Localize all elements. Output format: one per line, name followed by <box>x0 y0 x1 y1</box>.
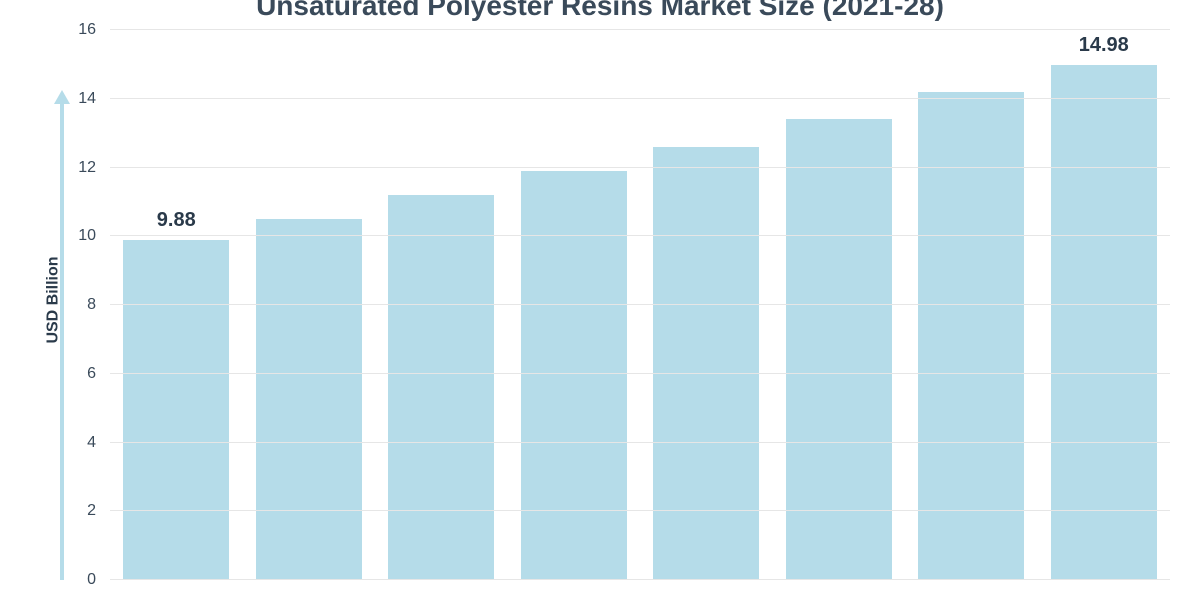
bar <box>388 195 494 580</box>
bar-value-label: 14.98 <box>1079 34 1129 65</box>
chart-title: Unsaturated Polyester Resins Market Size… <box>0 0 1200 22</box>
y-tick-label: 10 <box>78 227 110 245</box>
y-tick-label: 4 <box>87 434 110 452</box>
bar-slot <box>640 30 773 580</box>
bar <box>918 92 1024 580</box>
y-tick-label: 14 <box>78 90 110 108</box>
grid-line <box>110 510 1170 511</box>
bar-slot <box>773 30 906 580</box>
y-axis-arrow-icon <box>60 100 64 580</box>
bar-slot <box>243 30 376 580</box>
grid-line <box>110 304 1170 305</box>
bar: 14.98 <box>1051 65 1157 580</box>
grid-line <box>110 235 1170 236</box>
bars-group: 9.88 14.98 <box>110 30 1170 580</box>
bar-slot <box>508 30 641 580</box>
bar <box>653 147 759 580</box>
grid-line <box>110 373 1170 374</box>
y-tick-label: 12 <box>78 159 110 177</box>
grid-line <box>110 579 1170 580</box>
grid-line <box>110 442 1170 443</box>
y-tick-label: 2 <box>87 502 110 520</box>
bar-slot <box>375 30 508 580</box>
y-tick-label: 16 <box>78 21 110 39</box>
bar <box>521 171 627 580</box>
bar: 9.88 <box>123 240 229 580</box>
bar-slot: 14.98 <box>1038 30 1171 580</box>
grid-line <box>110 167 1170 168</box>
bar-slot <box>905 30 1038 580</box>
y-tick-label: 0 <box>87 571 110 589</box>
y-tick-label: 6 <box>87 365 110 383</box>
plot-area: 9.8814.98 0246810121416 <box>110 30 1170 580</box>
y-tick-label: 8 <box>87 296 110 314</box>
grid-line <box>110 29 1170 30</box>
chart-container: Unsaturated Polyester Resins Market Size… <box>0 0 1200 600</box>
grid-line <box>110 98 1170 99</box>
bar-slot: 9.88 <box>110 30 243 580</box>
bar <box>256 219 362 580</box>
